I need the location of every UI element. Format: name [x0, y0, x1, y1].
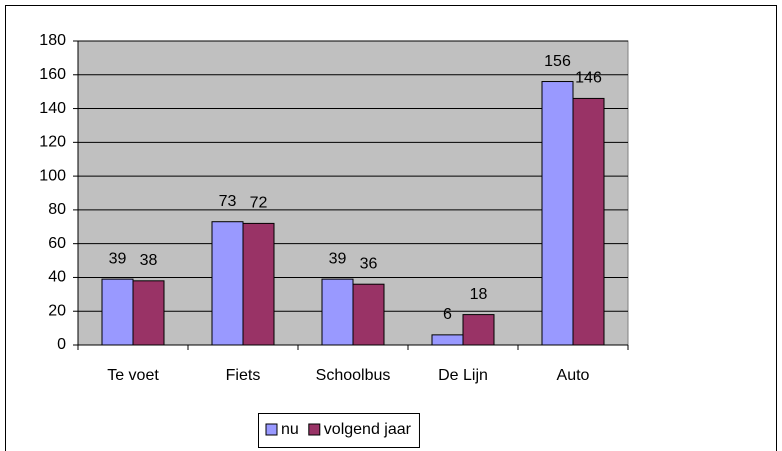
- legend-swatch: [265, 423, 278, 436]
- bar: [541, 81, 574, 346]
- bar: [132, 280, 165, 346]
- data-label: 72: [250, 195, 268, 212]
- x-tick-label: Auto: [557, 367, 590, 384]
- bar: [462, 314, 495, 346]
- data-label: 6: [443, 306, 452, 323]
- data-label: 39: [109, 250, 127, 267]
- data-label: 156: [544, 53, 571, 70]
- data-label: 73: [219, 193, 237, 210]
- bar: [572, 97, 605, 346]
- x-tick-label: Schoolbus: [316, 367, 391, 384]
- x-tick-label: De Lijn: [438, 367, 488, 384]
- data-label: 146: [575, 70, 602, 87]
- bar: [431, 334, 464, 346]
- y-tick-label: 120: [39, 134, 66, 151]
- data-label: 38: [140, 252, 158, 269]
- y-tick-label: 100: [39, 167, 66, 184]
- data-label: 39: [329, 250, 347, 267]
- bar: [211, 221, 244, 346]
- legend-swatch: [308, 423, 321, 436]
- y-tick-label: 40: [48, 269, 66, 286]
- x-tick-label: Fiets: [226, 367, 261, 384]
- bar: [242, 222, 275, 346]
- data-label: 18: [470, 286, 488, 303]
- y-tick-label: 20: [48, 302, 66, 319]
- y-tick-label: 160: [39, 66, 66, 83]
- legend-box: [258, 413, 420, 448]
- y-tick-label: 60: [48, 235, 66, 252]
- bar: [101, 278, 134, 346]
- y-tick-label: 180: [39, 32, 66, 49]
- bar: [352, 283, 385, 346]
- y-tick-label: 140: [39, 100, 66, 117]
- bar: [321, 278, 354, 346]
- x-tick-label: Te voet: [107, 367, 159, 384]
- data-label: 36: [360, 255, 378, 272]
- legend: nu volgend jaar: [258, 413, 420, 448]
- legend-label: volgend jaar: [324, 421, 412, 438]
- legend-label: nu: [281, 421, 299, 438]
- y-tick-label: 80: [48, 201, 66, 218]
- y-tick-label: 0: [57, 336, 66, 353]
